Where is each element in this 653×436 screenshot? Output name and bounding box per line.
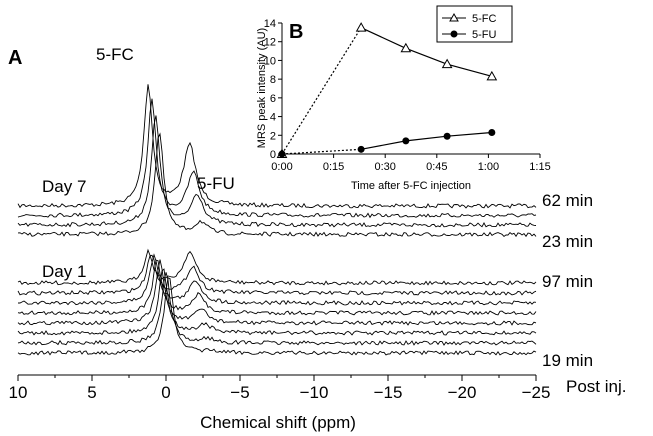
spectrum-trace [17, 132, 537, 238]
x-tick-label-b: 1:15 [529, 161, 550, 173]
y-tick-label-b: 6 [270, 93, 276, 105]
spectrum-trace [17, 98, 537, 219]
data-point-5fc [441, 58, 453, 69]
peak-label-5fu: 5-FU [197, 174, 235, 193]
y-tick-label-b: 8 [270, 74, 276, 86]
spectrum-trace [17, 259, 537, 316]
series-dashed-segment [281, 27, 362, 155]
x-tick-label-b: 1:00 [478, 161, 499, 173]
post-inj-label: Post inj. [566, 377, 626, 396]
legend-label-5fu: 5-FU [472, 29, 497, 41]
x-axis-spectra: 10 5 0 −5 −10 −15 −20 −25 [9, 374, 551, 402]
y-tick-label-b: 0 [270, 149, 276, 161]
x-tick-label-b: 0:45 [426, 161, 447, 173]
panel-a-spectra: A 5-FC 5-FU Day 7 Day 1 62 min 23 min 97… [8, 45, 626, 432]
x-axis-title-b: Time after 5-FC injection [351, 180, 471, 192]
y-tick-label-b: 2 [270, 130, 276, 142]
data-point-5fc [355, 22, 367, 32]
x-axis-title-a: Chemical shift (ppm) [200, 413, 356, 432]
spectrum-trace [17, 259, 537, 326]
data-point-5fu [488, 128, 496, 136]
x-tick-label-a: −25 [522, 383, 551, 402]
spectrum-trace [17, 277, 537, 356]
series-line [360, 27, 492, 77]
data-point-5fc [486, 70, 498, 81]
x-tick-label-b: 0:15 [323, 161, 344, 173]
time-label-19min: 19 min [542, 351, 593, 370]
time-label-97min: 97 min [542, 272, 593, 291]
legend-label-5fc: 5-FC [472, 13, 497, 25]
x-tick-label-a: −5 [230, 383, 249, 402]
x-tick-label-b: 0:00 [271, 161, 292, 173]
x-tick-label-a: −20 [448, 383, 477, 402]
series-line [360, 131, 492, 150]
y-tick-label-b: 14 [264, 18, 276, 30]
spectra-traces [17, 84, 537, 356]
spectrum-trace [17, 268, 537, 336]
x-tick-label-b: 0:30 [374, 161, 395, 173]
x-tick-label-a: 0 [161, 383, 170, 402]
x-tick-label-a: 10 [9, 383, 28, 402]
series-b [276, 22, 498, 158]
time-label-62min: 62 min [542, 191, 593, 210]
panel-b-inset: B MRS peak intensity (AU) 0:00 0:15 0:30 0:… [256, 5, 551, 192]
x-tick-label-a: −15 [374, 383, 403, 402]
spectrum-trace [17, 115, 537, 228]
data-point-5fu [357, 145, 365, 153]
spectrum-trace [18, 253, 537, 306]
axes-b: 0:00 0:15 0:30 0:45 1:00 1:15 0 2 4 6 8 10 12 14 [264, 18, 551, 173]
series-dashed-segment [281, 148, 362, 155]
y-tick-label-b: 12 [264, 37, 276, 49]
x-tick-label-a: 5 [87, 383, 96, 402]
y-tick-label-b: 4 [270, 112, 276, 124]
spectrum-trace [17, 254, 537, 296]
spectrum-trace [17, 272, 537, 346]
data-point-5fu [402, 137, 410, 145]
legend-b: 5-FC 5-FU [436, 5, 513, 43]
time-label-23min: 23 min [542, 232, 593, 251]
spectrum-trace [17, 84, 537, 209]
panel-b-label: B [289, 21, 303, 43]
group-label-day1: Day 1 [42, 262, 86, 281]
spectrum-trace [17, 248, 537, 286]
peak-label-5fc: 5-FC [96, 45, 134, 64]
data-point-5fu [278, 150, 286, 158]
y-tick-label-b: 10 [264, 55, 276, 67]
legend-marker-triangle [449, 12, 459, 22]
legend-marker-circle [450, 30, 458, 38]
data-point-5fu [443, 132, 451, 140]
data-point-5fc [400, 42, 412, 53]
legend-box [436, 5, 513, 43]
group-label-day7: Day 7 [42, 177, 86, 196]
panel-a-label: A [8, 47, 22, 69]
y-axis-title-b: MRS peak intensity (AU) [256, 28, 268, 148]
x-tick-label-a: −10 [300, 383, 329, 402]
